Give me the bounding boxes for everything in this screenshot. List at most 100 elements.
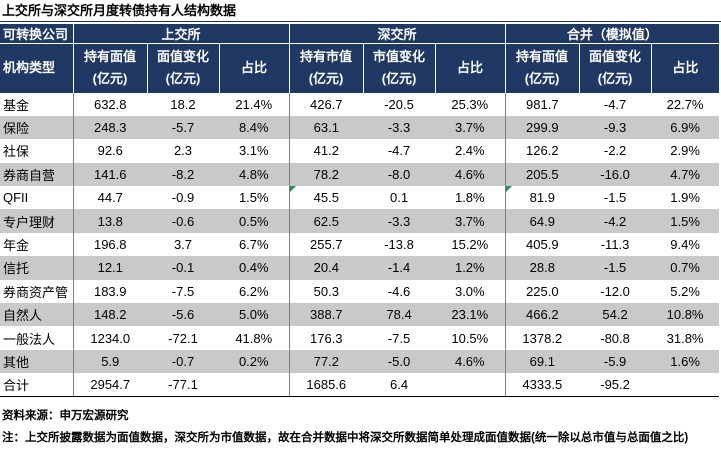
table-cell: 225.0 bbox=[504, 279, 580, 304]
table-cell: 4.6% bbox=[435, 349, 506, 374]
table-row: QFII 44.7 -0.9 1.5% 45.5 0.1 1.8% 81.9 -1.5 1.9% bbox=[0, 186, 719, 210]
table-cell: 78.2 bbox=[288, 162, 364, 187]
table-cell: 466.2 bbox=[504, 303, 580, 327]
table-cell: 0.4% bbox=[219, 256, 290, 280]
table-cell: 64.9 bbox=[504, 209, 580, 233]
table-cell: 45.5 bbox=[288, 186, 364, 210]
table-cell: -4.2 bbox=[579, 209, 652, 233]
table-cell: 22.7% bbox=[666, 96, 704, 112]
row-label: 专户理财 bbox=[0, 209, 73, 233]
table-cell: -12.0 bbox=[600, 283, 630, 299]
row-label: 自然人 bbox=[0, 303, 73, 327]
col-header: 占比 bbox=[650, 43, 720, 93]
table-row: 其他 5.9 -0.7 0.2% 77.2 -5.0 4.6% 69.1 -5.9 1.6% bbox=[0, 349, 720, 374]
table-cell: 4.7% bbox=[651, 162, 720, 187]
table-cell: -0.7 bbox=[147, 349, 219, 374]
table-cell: 1.5% bbox=[651, 209, 720, 233]
col-header: 面值变化 (亿元) bbox=[146, 43, 219, 93]
table-cell: -8.0 bbox=[363, 162, 436, 187]
row-label: 保险 bbox=[0, 115, 73, 140]
table-row: 自然人 148.2 -5.6 5.0% 388.7 78.4 23.1% 466.2 54.2 1… bbox=[0, 303, 720, 327]
col-header: 持有面值 (亿元) bbox=[72, 43, 147, 93]
table-cell: 299.9 bbox=[504, 115, 580, 140]
col-header: 面值变化 (亿元) bbox=[578, 43, 652, 93]
holder-structure-table: 可转换公司 上交所 深交所 合并（模拟值） 机构类型 持有面值 (亿元) 面值变化… bbox=[0, 24, 720, 398]
col-header: 占比 bbox=[218, 43, 290, 93]
table-row: 券商资产管 183.9 -7.5 6.2% 50.3 -4.6 3.0% 225.0 -12.0… bbox=[0, 279, 719, 304]
table-cell: 13.8 bbox=[72, 209, 147, 233]
table-cell: 8.4% bbox=[219, 115, 290, 140]
table-cell: 1.5% bbox=[238, 190, 269, 206]
table-row: 社保 92.6 2.3 3.1% 41.2 -4.7 2.4% 126.2 -2.2 2.9% bbox=[0, 139, 719, 163]
table-cell: 6.7% bbox=[238, 237, 269, 253]
col-header: 占比 bbox=[434, 43, 506, 93]
source-note: 资料来源：申万宏源研究 bbox=[2, 410, 129, 422]
table-cell: -8.2 bbox=[147, 162, 219, 187]
table-cell: 18.2 bbox=[170, 96, 196, 112]
table-row: 保险 248.3 -5.7 8.4% 63.1 -3.3 3.7% 299.9 -9.3 6.9% bbox=[0, 115, 720, 140]
table-cell: 62.5 bbox=[288, 209, 364, 233]
table-cell: 4.8% bbox=[219, 162, 290, 187]
table-cell: 3.0% bbox=[454, 283, 485, 299]
col-header: 市值变化 (亿元) bbox=[362, 43, 436, 93]
table-cell bbox=[651, 373, 720, 398]
table-cell: 1685.6 bbox=[288, 373, 364, 398]
table-cell: 77.2 bbox=[288, 349, 364, 374]
row-label: 社保 bbox=[3, 144, 30, 160]
table-cell: 3.7 bbox=[173, 237, 193, 253]
table-row: 券商自营 141.6 -8.2 4.8% 78.2 -8.0 4.6% 205.5 -16.0 4… bbox=[0, 162, 720, 187]
table-cell: 78.4 bbox=[363, 303, 436, 327]
table-cell: -4.7 bbox=[387, 143, 411, 159]
table-cell: 81.9 bbox=[504, 186, 580, 210]
table-cell: -2.2 bbox=[603, 143, 627, 159]
table-cell: -4.7 bbox=[603, 96, 627, 112]
table-cell: -1.5 bbox=[579, 256, 652, 280]
table-row: 年金 196.8 3.7 6.7% 255.7 -13.8 15.2% 405.9 -11.3 9… bbox=[0, 232, 719, 257]
table-cell: 2.9% bbox=[670, 143, 700, 159]
table-cell: 632.8 bbox=[72, 92, 147, 116]
table-cell: 1.2% bbox=[435, 256, 506, 280]
table-cell: 1.6% bbox=[651, 349, 720, 374]
cell-marker-icon bbox=[506, 186, 512, 192]
table-cell: 69.1 bbox=[504, 349, 580, 374]
table-cell: -0.9 bbox=[171, 190, 195, 206]
table-cell bbox=[219, 373, 290, 398]
table-cell: 176.3 bbox=[288, 326, 364, 350]
table-cell: 196.8 bbox=[72, 232, 147, 257]
corner-header: 可转换公司 bbox=[0, 24, 73, 44]
table-cell: 23.1% bbox=[435, 303, 506, 327]
col-header: 持有市值 (亿元) bbox=[288, 43, 364, 93]
table-cell: 205.5 bbox=[504, 162, 580, 187]
table-cell: 31.8% bbox=[666, 330, 704, 346]
table-cell: -80.8 bbox=[600, 330, 630, 346]
row-label: 一般法人 bbox=[3, 331, 56, 347]
table-cell: 5.0% bbox=[219, 303, 290, 327]
table-cell: 50.3 bbox=[288, 279, 364, 304]
table-cell: 5.9 bbox=[72, 349, 147, 374]
table-cell: 0.5% bbox=[219, 209, 290, 233]
row-label: 年金 bbox=[3, 238, 30, 254]
row-label: 券商自营 bbox=[0, 162, 73, 187]
table-cell: -1.4 bbox=[363, 256, 436, 280]
table-cell: 25.3% bbox=[451, 96, 489, 112]
table-cell: -5.0 bbox=[363, 349, 436, 374]
table-cell: 44.7 bbox=[72, 186, 147, 210]
table-cell: -7.5 bbox=[387, 330, 411, 346]
table-body: 基金 632.8 18.2 21.4% 426.7 -20.5 25.3% 981.7 -4.7… bbox=[0, 92, 720, 398]
table-cell: 1.9% bbox=[670, 190, 700, 206]
table-cell: -0.1 bbox=[147, 256, 219, 280]
table-row: 合计 2954.7 -77.1 1685.6 6.4 4333.5 -95.2 bbox=[0, 373, 720, 398]
table-cell: 20.4 bbox=[288, 256, 364, 280]
table-cell: 6.4 bbox=[363, 373, 436, 398]
table-cell: -0.6 bbox=[147, 209, 219, 233]
table-cell: 10.8% bbox=[651, 303, 720, 327]
table-title: 上交所与深交所月度转债持有人结构数据 bbox=[0, 0, 721, 22]
table-cell: 148.2 bbox=[72, 303, 147, 327]
table-row: 专户理财 13.8 -0.6 0.5% 62.5 -3.3 3.7% 64.9 -4.2 1.5% bbox=[0, 209, 720, 233]
table-cell: 5.2% bbox=[670, 283, 700, 299]
table-cell: 126.2 bbox=[504, 139, 580, 163]
table-cell: 1234.0 bbox=[72, 326, 147, 350]
table-row: 一般法人 1234.0 -72.1 41.8% 176.3 -7.5 10.5% 1378.2… bbox=[0, 326, 719, 350]
table-cell: 981.7 bbox=[504, 92, 580, 116]
table-cell: -11.3 bbox=[600, 237, 630, 253]
